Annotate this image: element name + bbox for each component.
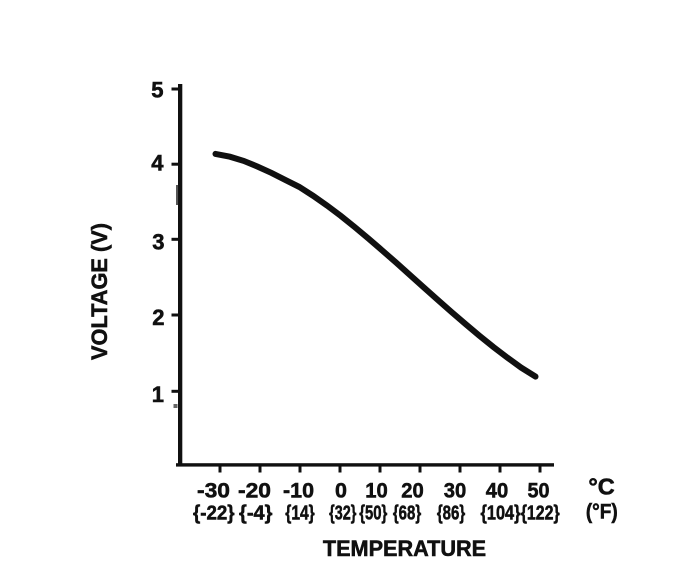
svg-text:40: 40: [486, 479, 509, 503]
svg-text:-20: -20: [238, 479, 271, 503]
svg-text:{50}: {50}: [359, 503, 387, 525]
svg-text:10: 10: [365, 479, 388, 503]
svg-text:2: 2: [152, 305, 164, 330]
svg-text:{68}: {68}: [393, 503, 421, 525]
svg-text:1: 1: [152, 382, 164, 407]
svg-text:30: 30: [444, 479, 467, 503]
svg-text:{-4}: {-4}: [239, 503, 273, 525]
svg-text:3: 3: [152, 229, 164, 254]
svg-text:{-22}: {-22}: [193, 503, 235, 525]
svg-text:{122}: {122}: [521, 503, 560, 525]
svg-text:5: 5: [151, 77, 163, 102]
svg-text:20: 20: [401, 479, 424, 503]
svg-text:-10: -10: [283, 479, 314, 503]
svg-text:4: 4: [151, 151, 164, 176]
svg-text:{32}: {32}: [329, 503, 356, 525]
svg-text:VOLTAGE (V): VOLTAGE (V): [87, 223, 112, 360]
svg-text:(°F): (°F): [586, 501, 618, 524]
svg-text:{86}: {86}: [437, 503, 465, 525]
svg-text:{14}: {14}: [285, 503, 315, 525]
svg-text:-30: -30: [197, 479, 230, 503]
svg-text:TEMPERATURE: TEMPERATURE: [323, 536, 486, 561]
svg-text:{104}: {104}: [481, 503, 521, 525]
svg-text:0: 0: [335, 479, 347, 503]
svg-text:50: 50: [528, 479, 550, 503]
svg-text:°C: °C: [588, 474, 614, 500]
